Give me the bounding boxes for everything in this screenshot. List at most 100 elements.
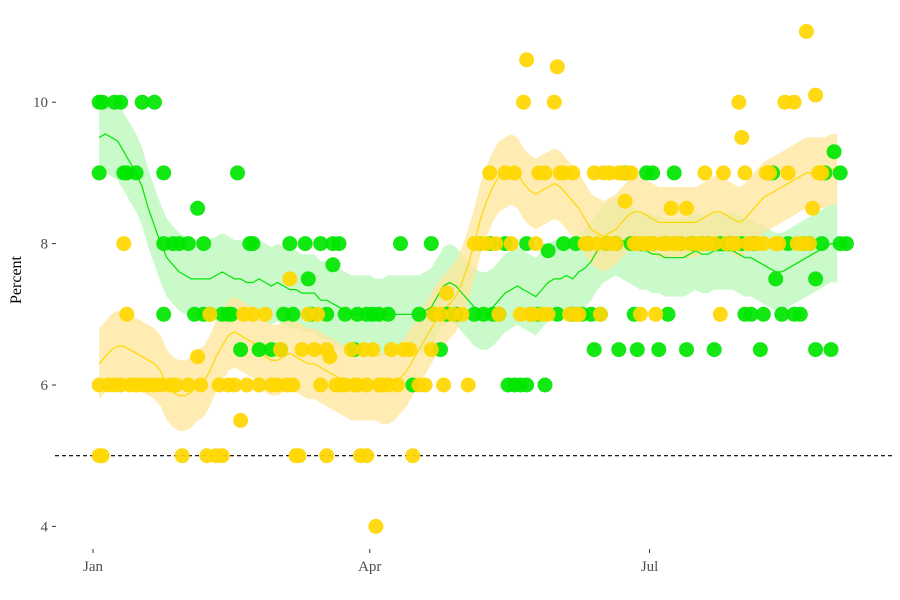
data-point-series-2 [734,130,750,145]
data-point-series-1 [537,377,553,393]
data-point-series-2 [454,306,470,322]
data-point-series-2 [608,236,624,252]
data-point-series-2 [251,377,267,393]
data-point-series-2 [706,236,722,252]
data-point-series-1 [823,342,839,358]
data-point-series-2 [436,377,452,393]
data-point-series-2 [180,377,196,393]
data-point-series-1 [808,342,824,358]
data-point-series-1 [411,306,427,322]
data-point-series-2 [190,349,206,365]
data-point-series-2 [617,193,633,209]
data-point-series-2 [592,306,608,322]
data-point-series-1 [540,243,556,259]
data-point-series-2 [648,306,664,322]
data-point-series-1 [251,342,267,358]
data-point-series-1 [651,342,667,358]
data-point-series-1 [128,165,144,181]
data-point-series-2 [294,342,310,358]
data-point-series-2 [780,165,796,181]
x-axis: Jan Apr Jul [83,549,658,575]
data-point-series-1 [233,342,249,358]
data-point-series-2 [227,377,242,393]
data-point-series-2 [282,271,298,287]
data-point-series-2 [285,377,301,393]
data-point-series-1 [147,94,162,110]
data-point-series-2 [731,94,747,110]
data-point-series-1 [774,306,790,322]
data-point-series-2 [359,448,375,464]
data-point-series-2 [94,448,110,464]
data-point-series-2 [712,306,728,322]
data-point-series-2 [786,94,802,110]
data-point-series-2 [417,377,433,393]
data-point-series-2 [737,165,753,181]
data-point-series-1 [679,342,694,358]
data-point-series-2 [460,377,476,393]
data-point-series-1 [180,236,196,252]
data-point-series-1 [94,94,110,110]
x-tick-label: Jan [83,559,103,575]
data-point-series-1 [190,200,206,216]
data-point-series-1 [134,94,150,110]
data-point-series-2 [439,285,455,301]
data-point-series-1 [297,236,313,252]
data-point-series-2 [257,306,273,322]
data-point-series-1 [611,342,627,358]
x-tick-label: Apr [358,559,381,575]
data-point-series-1 [282,236,298,252]
data-point-series-2 [202,306,218,322]
data-point-series-1 [752,342,768,358]
data-point-series-1 [156,306,172,322]
data-point-series-1 [337,306,353,322]
data-point-series-2 [519,52,535,68]
data-point-series-1 [331,236,347,252]
data-point-series-2 [193,377,209,393]
data-point-series-2 [313,377,329,393]
y-tick-label: 4 [41,519,49,535]
y-tick-label: 8 [41,237,49,253]
data-point-series-2 [383,342,399,358]
data-point-series-2 [174,448,190,464]
data-point-series-2 [273,342,289,358]
data-point-series-1 [423,236,439,252]
data-point-series-2 [540,306,556,322]
data-point-series-2 [697,165,713,181]
data-point-series-2 [423,342,439,358]
data-point-series-2 [310,306,325,322]
data-point-series-1 [300,271,316,287]
data-point-series-1 [755,306,771,322]
data-point-series-1 [245,236,261,252]
data-point-series-2 [491,306,507,322]
data-point-series-2 [306,342,322,358]
data-point-series-1 [660,306,676,322]
data-point-series-2 [798,24,814,39]
data-point-series-2 [516,94,531,110]
data-point-series-2 [802,236,817,252]
data-point-series-1 [156,165,172,181]
data-points [91,24,854,534]
data-point-series-1 [113,94,129,110]
data-point-series-1 [380,306,396,322]
data-point-series-2 [368,518,384,534]
data-point-series-2 [322,349,338,365]
data-point-series-2 [402,342,418,358]
data-point-series-1 [556,236,571,252]
data-point-series-2 [571,306,587,322]
data-point-series-2 [359,377,375,393]
data-point-series-2 [245,306,261,322]
data-point-series-2 [119,306,135,322]
data-point-series-2 [762,165,777,181]
data-point-series-2 [291,448,307,464]
data-point-series-1 [832,165,848,181]
data-point-series-1 [91,165,107,181]
data-point-series-2 [663,200,679,216]
data-point-series-2 [805,200,821,216]
data-point-series-2 [389,377,405,393]
data-point-series-2 [808,87,824,103]
data-point-series-1 [393,236,408,252]
data-point-series-2 [528,236,544,252]
data-point-series-2 [503,236,519,252]
data-point-series-2 [488,236,504,252]
